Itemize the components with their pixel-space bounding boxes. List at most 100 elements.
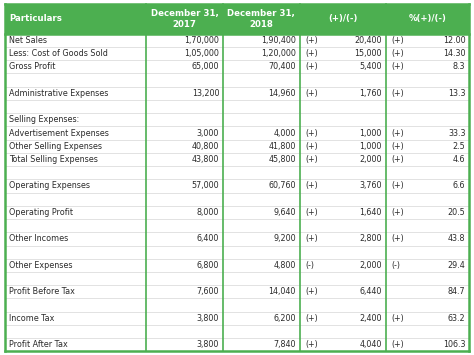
Text: 84.7: 84.7 <box>448 288 465 296</box>
Text: 13.3: 13.3 <box>448 89 465 98</box>
Text: 1,70,000: 1,70,000 <box>184 36 219 45</box>
Text: 9,200: 9,200 <box>273 234 296 244</box>
Text: 3,000: 3,000 <box>197 129 219 137</box>
Text: (+): (+) <box>305 340 318 349</box>
Text: Other Incomes: Other Incomes <box>9 234 69 244</box>
Text: (+): (+) <box>305 288 318 296</box>
Bar <box>5 4 469 34</box>
Text: (+): (+) <box>392 36 404 45</box>
Text: 70,400: 70,400 <box>268 62 296 71</box>
Text: Operating Expenses: Operating Expenses <box>9 181 91 191</box>
Text: (+): (+) <box>305 314 318 323</box>
Text: 15,000: 15,000 <box>355 49 382 58</box>
Text: December 31,
2018: December 31, 2018 <box>228 9 295 29</box>
Text: 6.6: 6.6 <box>453 181 465 191</box>
Text: (+): (+) <box>392 142 404 151</box>
Text: 63.2: 63.2 <box>448 314 465 323</box>
Text: 2,000: 2,000 <box>359 155 382 164</box>
Text: (+): (+) <box>392 155 404 164</box>
Text: 43.8: 43.8 <box>448 234 465 244</box>
Text: 57,000: 57,000 <box>191 181 219 191</box>
Text: 3,800: 3,800 <box>197 314 219 323</box>
Text: 12.00: 12.00 <box>443 36 465 45</box>
Text: 8,000: 8,000 <box>197 208 219 217</box>
Text: 6,200: 6,200 <box>273 314 296 323</box>
Text: 1,000: 1,000 <box>359 129 382 137</box>
Text: 6,800: 6,800 <box>197 261 219 270</box>
Text: (+): (+) <box>305 62 318 71</box>
Text: (+): (+) <box>305 36 318 45</box>
Text: 41,800: 41,800 <box>269 142 296 151</box>
Text: 1,640: 1,640 <box>359 208 382 217</box>
Text: (+): (+) <box>392 129 404 137</box>
Text: 1,90,400: 1,90,400 <box>261 36 296 45</box>
Text: 2,000: 2,000 <box>359 261 382 270</box>
Text: 3,800: 3,800 <box>197 340 219 349</box>
Text: Advertisement Expenses: Advertisement Expenses <box>9 129 109 137</box>
Text: (+): (+) <box>392 89 404 98</box>
Text: 1,05,000: 1,05,000 <box>184 49 219 58</box>
Text: 14,960: 14,960 <box>268 89 296 98</box>
Text: Profit Before Tax: Profit Before Tax <box>9 288 75 296</box>
Text: 8.3: 8.3 <box>453 62 465 71</box>
Text: (+): (+) <box>305 208 318 217</box>
Text: Total Selling Expenses: Total Selling Expenses <box>9 155 99 164</box>
Text: (+): (+) <box>392 49 404 58</box>
Text: 40,800: 40,800 <box>192 142 219 151</box>
Text: 20.5: 20.5 <box>448 208 465 217</box>
Text: 4,000: 4,000 <box>273 129 296 137</box>
Text: Selling Expenses:: Selling Expenses: <box>9 115 80 124</box>
Text: Less: Cost of Goods Sold: Less: Cost of Goods Sold <box>9 49 109 58</box>
Text: (+): (+) <box>305 234 318 244</box>
Text: 4,800: 4,800 <box>273 261 296 270</box>
Text: Other Expenses: Other Expenses <box>9 261 73 270</box>
Text: 65,000: 65,000 <box>192 62 219 71</box>
Text: (-): (-) <box>392 261 401 270</box>
Text: December 31,
2017: December 31, 2017 <box>151 9 219 29</box>
Text: 43,800: 43,800 <box>192 155 219 164</box>
Text: (+): (+) <box>392 62 404 71</box>
Text: (+): (+) <box>305 181 318 191</box>
Text: 7,840: 7,840 <box>273 340 296 349</box>
Text: Other Selling Expenses: Other Selling Expenses <box>9 142 102 151</box>
Text: 3,760: 3,760 <box>359 181 382 191</box>
Text: (+): (+) <box>392 208 404 217</box>
Text: (+): (+) <box>305 89 318 98</box>
Text: Net Sales: Net Sales <box>9 36 47 45</box>
Text: (+): (+) <box>392 340 404 349</box>
Text: 1,20,000: 1,20,000 <box>261 49 296 58</box>
Text: (+): (+) <box>392 314 404 323</box>
Text: 29.4: 29.4 <box>448 261 465 270</box>
Text: 106.3: 106.3 <box>443 340 465 349</box>
Text: (+)/(-): (+)/(-) <box>328 14 357 23</box>
Text: 6,440: 6,440 <box>359 288 382 296</box>
Text: Gross Profit: Gross Profit <box>9 62 56 71</box>
Text: 1,760: 1,760 <box>359 89 382 98</box>
Text: Particulars: Particulars <box>9 14 63 23</box>
Text: 6,400: 6,400 <box>197 234 219 244</box>
Text: 5,400: 5,400 <box>359 62 382 71</box>
Text: Profit After Tax: Profit After Tax <box>9 340 68 349</box>
Text: 14,040: 14,040 <box>269 288 296 296</box>
Text: 20,400: 20,400 <box>355 36 382 45</box>
Text: (+): (+) <box>305 129 318 137</box>
Text: (+): (+) <box>305 49 318 58</box>
Text: (+): (+) <box>305 142 318 151</box>
Text: 9,640: 9,640 <box>273 208 296 217</box>
Text: 2,800: 2,800 <box>359 234 382 244</box>
Text: 1,000: 1,000 <box>359 142 382 151</box>
Text: 4.6: 4.6 <box>453 155 465 164</box>
Text: Administrative Expenses: Administrative Expenses <box>9 89 109 98</box>
Text: (-): (-) <box>305 261 314 270</box>
Text: (+): (+) <box>392 234 404 244</box>
Text: (+): (+) <box>392 181 404 191</box>
Text: 2.5: 2.5 <box>453 142 465 151</box>
Text: (+): (+) <box>305 155 318 164</box>
Text: Operating Profit: Operating Profit <box>9 208 73 217</box>
Text: 60,760: 60,760 <box>268 181 296 191</box>
Text: 2,400: 2,400 <box>359 314 382 323</box>
Text: 45,800: 45,800 <box>268 155 296 164</box>
Text: 14.30: 14.30 <box>443 49 465 58</box>
Text: 33.3: 33.3 <box>448 129 465 137</box>
Text: 4,040: 4,040 <box>359 340 382 349</box>
